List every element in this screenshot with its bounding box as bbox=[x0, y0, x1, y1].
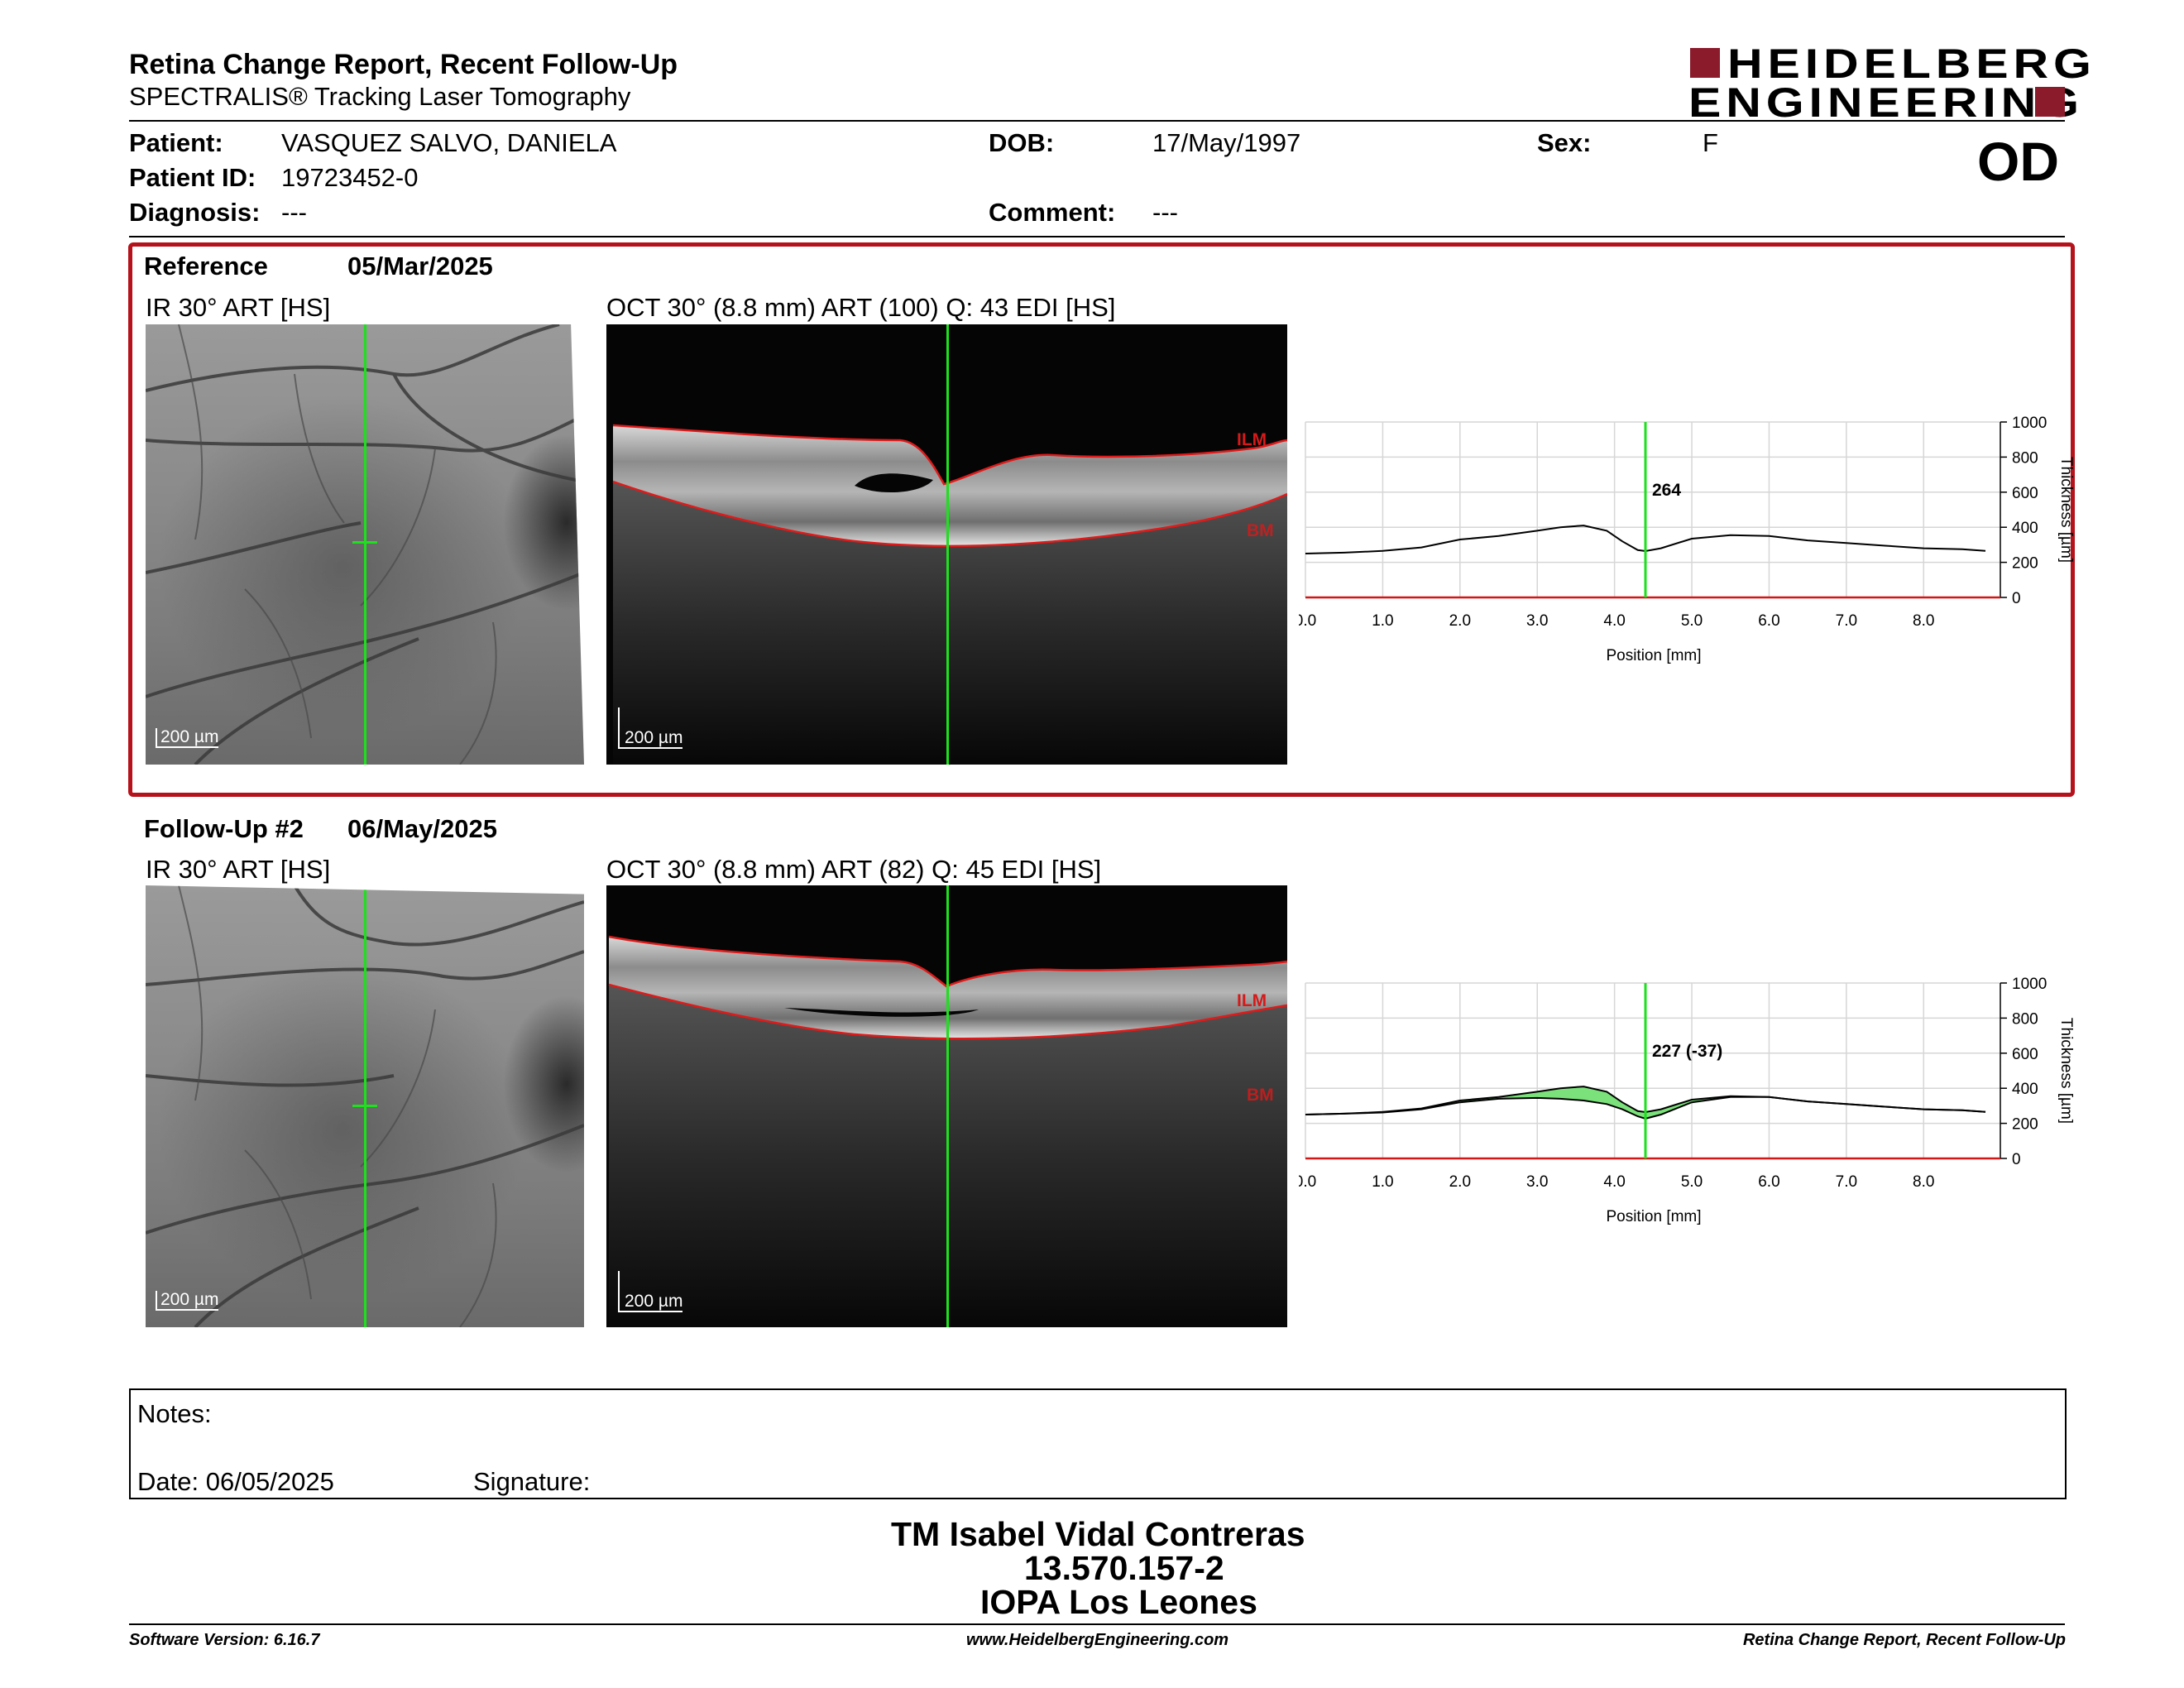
x-tick-label: 1.0 bbox=[1372, 1173, 1393, 1191]
exam-label: Reference bbox=[144, 252, 268, 281]
eye-label: OD bbox=[1977, 131, 2059, 192]
x-tick-label: 1.0 bbox=[1372, 612, 1393, 630]
oct-bscan-image: ILM BM 200 µm bbox=[606, 324, 1287, 765]
ir-title: IR 30° ART [HS] bbox=[146, 855, 331, 884]
exam-label: Follow-Up #2 bbox=[144, 814, 304, 843]
logo-line2: ENGINEERING bbox=[1688, 79, 2084, 126]
scale-bar: 200 µm bbox=[618, 707, 683, 749]
y-tick-label: 0 bbox=[2012, 1151, 2021, 1168]
dob-label: DOB: bbox=[989, 128, 1055, 157]
bm-label: BM bbox=[1247, 521, 1274, 540]
patient-label: Patient: bbox=[129, 128, 223, 157]
x-tick-label: 3.0 bbox=[1526, 1173, 1548, 1191]
marker-value-label: 227 (-37) bbox=[1652, 1042, 1722, 1061]
signature-label: Signature: bbox=[473, 1467, 591, 1496]
y-tick-label: 800 bbox=[2012, 1010, 2038, 1028]
comment-label: Comment: bbox=[989, 198, 1116, 227]
y-tick-label: 400 bbox=[2012, 520, 2038, 537]
scale-bar: 200 µm bbox=[618, 1271, 683, 1312]
sex-value: F bbox=[1703, 128, 1718, 157]
y-tick-label: 200 bbox=[2012, 1116, 2038, 1134]
y-tick-label: 800 bbox=[2012, 449, 2038, 467]
thickness-chart: 1000 800 600 400 200 0 0.0 1.0 2.0 3.0 4.0 5.0 6.0 7.… bbox=[1299, 415, 2075, 664]
x-axis-label: Position [mm] bbox=[1606, 647, 1701, 664]
oct-title: OCT 30° (8.8 mm) ART (82) Q: 45 EDI [HS] bbox=[606, 855, 1102, 884]
logo-line1: HEIDELBERG bbox=[1727, 41, 2096, 87]
scan-position-line bbox=[946, 885, 949, 1327]
footer-report-name: Retina Change Report, Recent Follow-Up bbox=[1742, 1631, 2066, 1649]
comment-value: --- bbox=[1152, 198, 1178, 227]
followup-thickness-line bbox=[1305, 1096, 1986, 1120]
oct-title: OCT 30° (8.8 mm) ART (100) Q: 43 EDI [HS… bbox=[606, 293, 1116, 322]
x-tick-label: 7.0 bbox=[1836, 612, 1857, 630]
ilm-label: ILM bbox=[1237, 430, 1267, 449]
x-tick-label: 2.0 bbox=[1449, 612, 1471, 630]
x-tick-label: 6.0 bbox=[1758, 612, 1779, 630]
x-tick-label: 7.0 bbox=[1836, 1173, 1857, 1191]
website-link[interactable]: www.HeidelbergEngineering.com bbox=[966, 1631, 1229, 1649]
patient-name: VASQUEZ SALVO, DANIELA bbox=[281, 128, 617, 157]
y-tick-label: 1000 bbox=[2012, 976, 2047, 993]
oct-bscan-image: ILM BM 200 µm bbox=[606, 885, 1287, 1327]
x-tick-label: 4.0 bbox=[1603, 1173, 1625, 1191]
y-axis-label: Thickness [µm] bbox=[2057, 1018, 2075, 1124]
bm-label: BM bbox=[1247, 1086, 1274, 1105]
scan-position-line bbox=[364, 324, 366, 765]
x-tick-label: 0.0 bbox=[1299, 612, 1316, 630]
signer-id: 13.570.157-2 bbox=[1024, 1549, 1224, 1587]
reference-highlight-frame bbox=[128, 242, 2075, 797]
scan-position-line bbox=[946, 324, 949, 765]
software-version: Software Version: 6.16.7 bbox=[129, 1631, 320, 1649]
logo-square-icon bbox=[1690, 48, 1720, 78]
thickness-chart: 1000 800 600 400 200 0 0.0 1.0 2.0 3.0 4.0 5.0 6.0 7.… bbox=[1299, 976, 2075, 1225]
scale-bar: 200 µm bbox=[156, 728, 219, 748]
sex-label: Sex: bbox=[1537, 128, 1592, 157]
x-tick-label: 5.0 bbox=[1681, 612, 1703, 630]
y-axis-label: Thickness [µm] bbox=[2057, 457, 2075, 563]
y-tick-label: 1000 bbox=[2012, 415, 2047, 432]
x-tick-label: 8.0 bbox=[1913, 612, 1934, 630]
signer-name: TM Isabel Vidal Contreras bbox=[891, 1515, 1305, 1553]
scale-bar: 200 µm bbox=[156, 1291, 219, 1311]
x-tick-label: 4.0 bbox=[1603, 612, 1625, 630]
logo-square-icon bbox=[2035, 87, 2065, 117]
y-tick-label: 600 bbox=[2012, 1046, 2038, 1063]
x-tick-label: 0.0 bbox=[1299, 1173, 1316, 1191]
x-tick-label: 8.0 bbox=[1913, 1173, 1934, 1191]
diagnosis-label: Diagnosis: bbox=[129, 198, 261, 227]
dob-value: 17/May/1997 bbox=[1152, 128, 1301, 157]
diagnosis-value: --- bbox=[281, 198, 307, 227]
exam-date: 06/May/2025 bbox=[347, 814, 497, 843]
report-title: Retina Change Report, Recent Follow-Up bbox=[129, 49, 678, 80]
patient-id: 19723452-0 bbox=[281, 163, 419, 192]
y-tick-label: 200 bbox=[2012, 555, 2038, 573]
x-tick-label: 3.0 bbox=[1526, 612, 1548, 630]
x-tick-label: 2.0 bbox=[1449, 1173, 1471, 1191]
x-axis-label: Position [mm] bbox=[1606, 1208, 1701, 1225]
ir-fundus-image: 200 µm bbox=[146, 324, 584, 765]
notes-date: Date: 06/05/2025 bbox=[137, 1467, 334, 1496]
y-tick-label: 600 bbox=[2012, 485, 2038, 502]
x-tick-label: 5.0 bbox=[1681, 1173, 1703, 1191]
notes-label: Notes: bbox=[137, 1399, 212, 1428]
notes-box: Notes: Date: 06/05/2025 Signature: bbox=[129, 1388, 2067, 1499]
signer-organization: IOPA Los Leones bbox=[980, 1583, 1257, 1621]
ilm-label: ILM bbox=[1237, 991, 1267, 1010]
ir-fundus-image: 200 µm bbox=[146, 885, 584, 1327]
y-tick-label: 0 bbox=[2012, 590, 2021, 607]
ir-title: IR 30° ART [HS] bbox=[146, 293, 331, 322]
x-tick-label: 6.0 bbox=[1758, 1173, 1779, 1191]
marker-value-label: 264 bbox=[1652, 481, 1681, 500]
report-subtitle: SPECTRALIS® Tracking Laser Tomography bbox=[129, 82, 631, 111]
patient-id-label: Patient ID: bbox=[129, 163, 256, 192]
thickness-line bbox=[1305, 525, 1986, 554]
exam-date: 05/Mar/2025 bbox=[347, 252, 493, 281]
y-tick-label: 400 bbox=[2012, 1081, 2038, 1098]
